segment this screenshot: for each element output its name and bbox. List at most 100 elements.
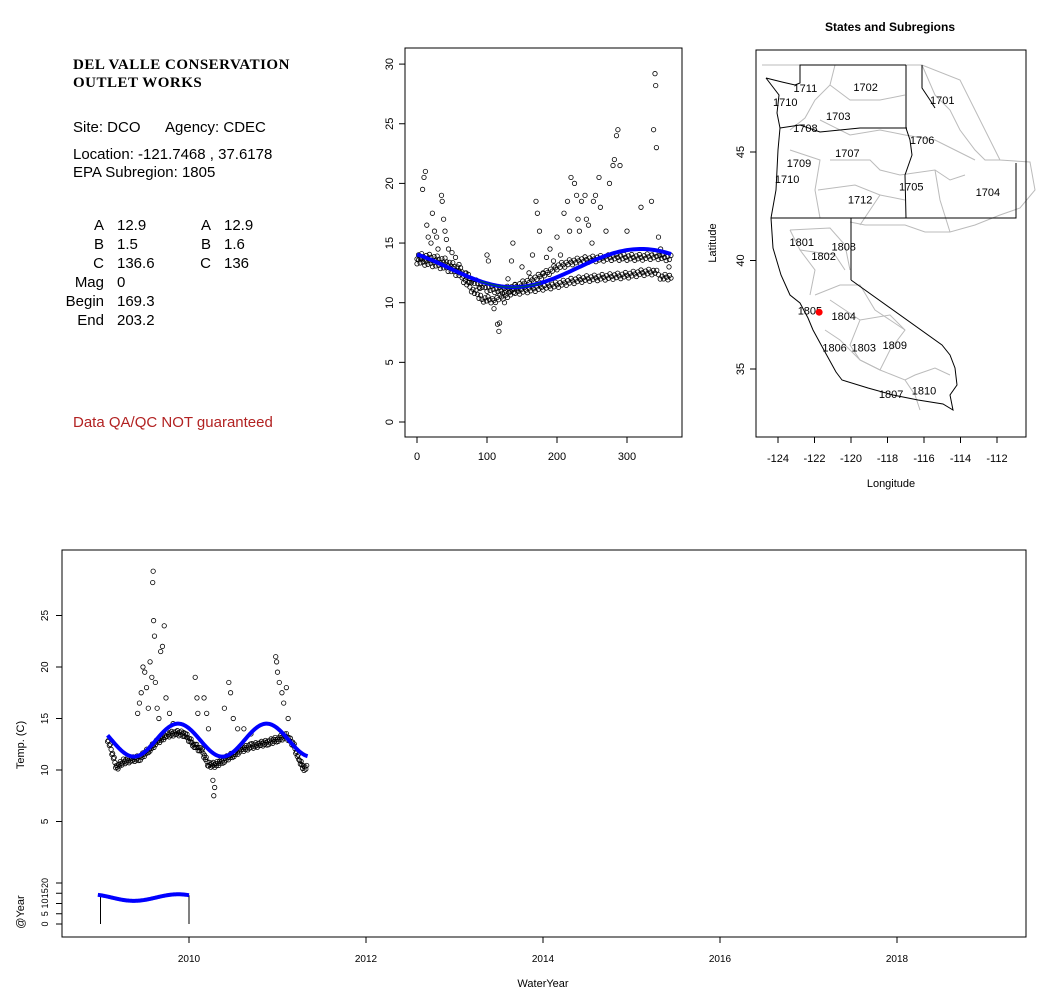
epa-subregion-label: EPA Subregion: 1805: [73, 164, 216, 181]
data-point: [608, 257, 615, 263]
data-point: [571, 180, 578, 186]
y-tick-label: 10: [40, 764, 51, 776]
map-y-axis-label: Latitude: [707, 223, 719, 262]
data-point: [492, 299, 499, 306]
y-tick-label: 30: [384, 58, 396, 70]
data-point: [190, 741, 197, 747]
data-point: [490, 286, 496, 293]
year-y-tick-label: 5: [40, 911, 50, 916]
data-point: [210, 777, 216, 783]
data-point: [519, 264, 525, 270]
data-point: [194, 744, 201, 751]
data-point: [622, 254, 629, 260]
site-marker: [815, 308, 823, 316]
data-point: [456, 261, 462, 268]
param-name: Mag: [74, 274, 104, 291]
data-point: [150, 568, 156, 574]
data-point: [161, 623, 167, 629]
data-point: [666, 272, 673, 278]
data-point: [589, 240, 595, 246]
data-point: [151, 618, 157, 624]
data-point: [624, 228, 630, 234]
param-value: 136: [224, 255, 250, 272]
subregion-label: 1803: [852, 342, 876, 354]
data-point: [491, 306, 497, 312]
data-point: [241, 726, 247, 732]
data-point: [562, 264, 568, 270]
data-point: [468, 280, 475, 286]
data-point: [638, 204, 644, 210]
data-point: [540, 270, 546, 276]
y-tick-label: 10: [384, 297, 396, 309]
subregion-label: 1810: [912, 386, 936, 398]
data-point: [303, 766, 309, 772]
data-point: [603, 228, 609, 234]
data-point: [583, 216, 590, 222]
data-point: [433, 234, 440, 240]
data-point: [274, 659, 280, 665]
param-name: A: [93, 217, 104, 234]
data-point: [648, 198, 655, 204]
year-y-tick-label: 0: [40, 921, 50, 926]
data-point: [482, 295, 488, 301]
data-point: [221, 705, 227, 711]
data-point: [632, 257, 638, 263]
subregion-label: 1708: [793, 123, 817, 135]
data-point: [281, 700, 287, 706]
x-tick-label: -124: [767, 453, 789, 465]
x-tick-label: 2014: [532, 954, 555, 965]
subregion-label: 1801: [789, 237, 813, 249]
data-point: [575, 216, 581, 222]
data-point: [568, 174, 574, 181]
subregion-label: 1711: [794, 83, 818, 95]
param-value: 0: [117, 274, 126, 291]
data-point: [107, 741, 113, 747]
param-name: C: [200, 255, 211, 272]
data-point: [613, 133, 620, 139]
data-point: [547, 246, 553, 252]
data-point: [625, 253, 632, 259]
subregion-label: 1804: [831, 311, 855, 323]
data-point: [159, 643, 166, 650]
annual-fit-curve: [97, 892, 190, 903]
data-point: [283, 684, 289, 691]
param-name: C: [93, 255, 104, 272]
x-tick-label: -118: [877, 453, 898, 465]
x-tick-label: -120: [840, 453, 862, 465]
data-point: [616, 257, 622, 263]
data-point: [510, 240, 516, 246]
data-point: [610, 162, 616, 169]
data-point: [576, 228, 583, 234]
data-point: [666, 264, 672, 270]
data-point: [650, 255, 657, 261]
data-point: [438, 192, 445, 198]
data-point: [142, 669, 148, 675]
subregion-label: 1809: [883, 340, 907, 352]
param-value: 203.2: [117, 312, 155, 329]
disclaimer: Data QA/QC NOT guaranteed: [73, 414, 273, 431]
y-tick-label: 40: [735, 254, 747, 266]
data-point: [611, 256, 618, 262]
x-tick-label: 2018: [886, 954, 909, 965]
param-value: 136.6: [117, 255, 155, 272]
data-point: [617, 162, 623, 169]
data-point: [596, 174, 602, 181]
agency-label: Agency: CDEC: [165, 119, 266, 136]
data-point: [205, 726, 212, 732]
data-point: [615, 254, 621, 260]
data-point: [136, 700, 143, 706]
data-point: [668, 275, 674, 281]
location-label: Location: -121.7468 , 37.6178: [73, 146, 273, 163]
data-point: [452, 254, 459, 260]
data-point: [636, 251, 643, 258]
x-tick-label: 0: [414, 451, 420, 463]
data-point: [154, 705, 160, 711]
data-point: [212, 784, 218, 791]
subregion-label: 1805: [798, 305, 822, 317]
data-point: [650, 127, 657, 133]
data-point: [467, 284, 473, 290]
y-tick-label: 15: [40, 713, 51, 725]
data-point: [655, 234, 662, 240]
data-point: [590, 253, 596, 259]
